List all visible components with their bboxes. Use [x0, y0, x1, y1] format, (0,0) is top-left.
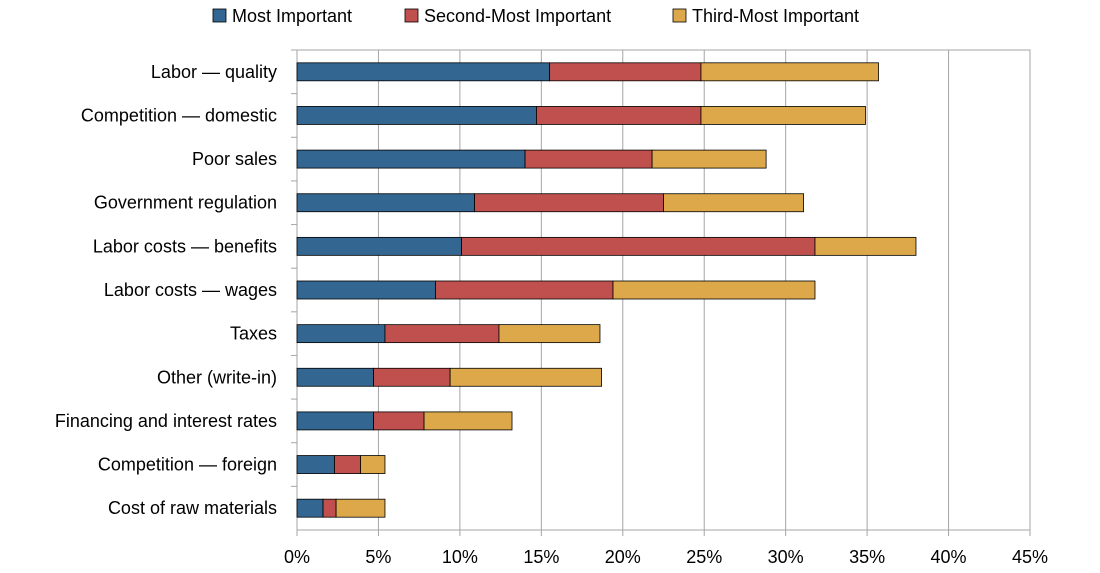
bar-segment [296, 193, 475, 213]
x-tick-label: 35% [849, 547, 885, 567]
bar-segment [360, 455, 386, 474]
bar-segment [700, 106, 866, 125]
bar-segment [373, 411, 425, 431]
category-label: Government regulation [94, 193, 277, 213]
legend-label: Second-Most Important [424, 6, 611, 26]
bar-segment [612, 280, 816, 300]
bar-segment [296, 236, 462, 256]
bar-segment [296, 324, 386, 344]
x-tick-label: 40% [931, 547, 967, 567]
category-label: Competition — foreign [98, 455, 277, 475]
category-label: Labor — quality [151, 62, 277, 82]
category-label: Competition — domestic [81, 105, 277, 125]
category-label: Other (write-in) [157, 367, 277, 387]
x-tick-label: 15% [523, 547, 559, 567]
bar-segment [296, 455, 335, 474]
legend-label: Third-Most Important [692, 6, 859, 26]
x-tick-label: 30% [768, 547, 804, 567]
legend-swatch [672, 8, 687, 23]
bar-segment [474, 193, 664, 213]
bar-segment [296, 62, 550, 82]
category-label: Labor costs — benefits [93, 236, 277, 256]
category-labels: Labor — quality Competition — domestic Poo… [55, 62, 277, 518]
legend-swatch [404, 8, 419, 23]
bar-segment [296, 149, 526, 169]
bar-segment [296, 498, 324, 518]
bar-segment [498, 324, 601, 344]
bar-segment [322, 498, 337, 518]
category-label: Financing and interest rates [55, 411, 277, 431]
x-tick-label: 5% [365, 547, 391, 567]
bar-segment [651, 149, 767, 169]
bar-segment [296, 106, 537, 125]
x-tick-label: 20% [605, 547, 641, 567]
x-tick-label: 10% [442, 547, 478, 567]
x-tick-label: 45% [1012, 547, 1048, 567]
bar-segment [814, 236, 917, 256]
bar-segment [700, 62, 879, 82]
bar-segment [435, 280, 614, 300]
bar-segment [423, 411, 513, 431]
x-tick-label: 25% [686, 547, 722, 567]
legend-swatch [212, 8, 227, 23]
bar-segment [461, 236, 816, 256]
x-tick-labels: 0% 5% 10% 15% 20% 25% 30% 35% 40% 45% [284, 547, 1048, 567]
bar-segment [373, 367, 451, 387]
bar-segment [536, 106, 702, 125]
bar-segment [334, 455, 361, 474]
bar-segment [663, 193, 804, 213]
x-tick-label: 0% [284, 547, 310, 567]
bar-segment [335, 498, 386, 518]
category-label: Taxes [230, 324, 277, 344]
bar-segment [384, 324, 500, 344]
category-label: Poor sales [192, 149, 277, 169]
bar-segment [296, 367, 374, 387]
legend-label: Most Important [232, 6, 352, 26]
bar-segment [296, 411, 374, 431]
bars [296, 62, 917, 518]
category-label: Labor costs — wages [104, 280, 277, 300]
category-label: Cost of raw materials [108, 498, 277, 518]
bar-segment [549, 62, 702, 82]
legend: Most Important Second-Most Important Third… [212, 6, 859, 26]
bar-segment [296, 280, 436, 300]
bar-segment [524, 149, 653, 169]
bar-segment [449, 367, 603, 387]
